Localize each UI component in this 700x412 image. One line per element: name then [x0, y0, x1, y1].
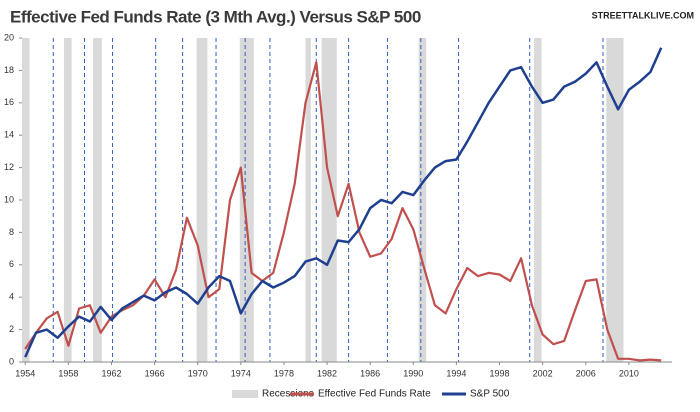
y-tick-label: 16: [4, 97, 14, 107]
y-tick-label: 10: [4, 194, 14, 204]
legend-swatch: [232, 390, 258, 398]
y-tick-label: 0: [9, 356, 14, 366]
legend-label: S&P 500: [470, 389, 510, 400]
recession-band: [196, 38, 208, 362]
series-line: [24, 61, 662, 362]
x-tick-label: 1974: [231, 368, 251, 378]
y-tick-label: 2: [9, 324, 14, 334]
x-tick-label: 1954: [15, 368, 35, 378]
x-tick-label: 1998: [490, 368, 510, 378]
x-tick-label: 2002: [533, 368, 553, 378]
y-tick-label: 14: [4, 130, 14, 140]
x-tick-label: 1962: [101, 368, 121, 378]
chart-title: Effective Fed Funds Rate (3 Mth Avg.) Ve…: [10, 7, 421, 26]
recession-band: [534, 38, 542, 362]
recession-band: [305, 38, 311, 362]
y-tick-label: 20: [4, 32, 14, 42]
y-tick-label: 12: [4, 162, 14, 172]
recession-band: [321, 38, 337, 362]
y-tick-label: 18: [4, 65, 14, 75]
x-tick-label: 1982: [317, 368, 337, 378]
x-tick-label: 2010: [619, 368, 639, 378]
x-tick-label: 1978: [274, 368, 294, 378]
series-line: [24, 47, 663, 358]
x-tick-label: 1970: [188, 368, 208, 378]
recession-band: [606, 38, 624, 362]
recession-band: [64, 38, 72, 362]
y-tick-label: 4: [9, 292, 14, 302]
legend-label: Recessions: [262, 389, 314, 400]
y-tick-label: 8: [9, 227, 14, 237]
recession-band: [239, 38, 254, 362]
recession-band: [418, 38, 427, 362]
watermark: STREETTALKLIVE.COM: [592, 10, 694, 20]
recession-band: [22, 38, 30, 362]
y-tick-label: 6: [9, 259, 14, 269]
x-tick-label: 1990: [403, 368, 423, 378]
x-tick-label: 1986: [360, 368, 380, 378]
x-tick-label: 1966: [145, 368, 165, 378]
recession-band: [93, 38, 102, 362]
legend-label: Effective Fed Funds Rate: [318, 389, 431, 400]
x-tick-label: 1994: [446, 368, 466, 378]
x-tick-label: 2006: [576, 368, 596, 378]
x-tick-label: 1958: [58, 368, 78, 378]
